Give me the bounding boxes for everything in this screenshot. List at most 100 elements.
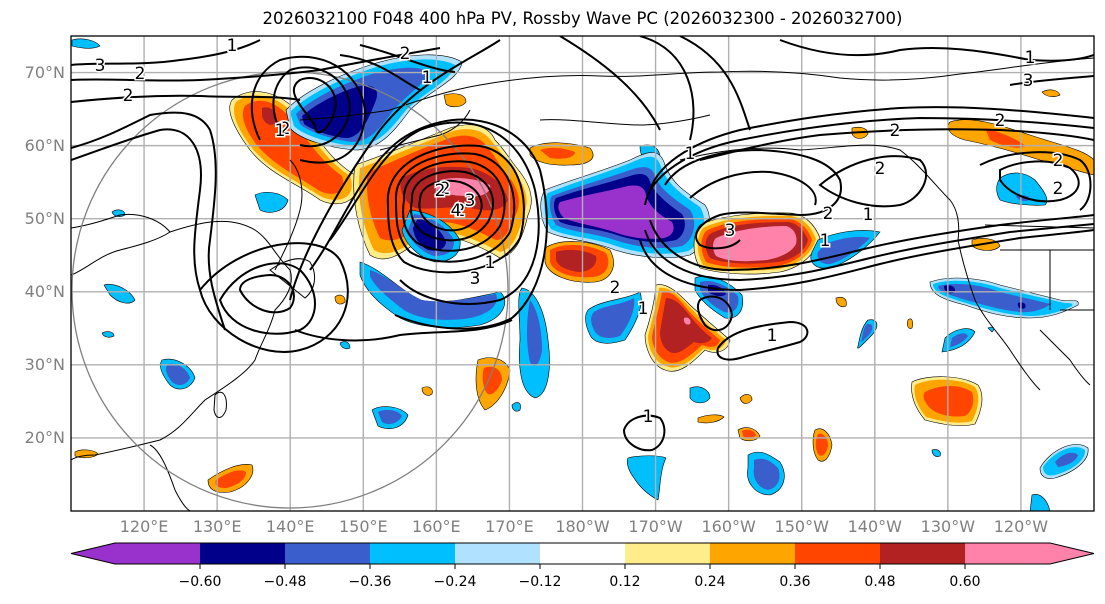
shaded-anomalies (71, 38, 1094, 511)
anomaly-positive (697, 414, 725, 424)
pv-contour (716, 320, 809, 361)
longitude-label: 160°W (701, 517, 756, 536)
pv-contour (639, 229, 1094, 292)
pv-contour (644, 223, 1094, 282)
colorbar-segment (710, 543, 796, 564)
coastline (274, 159, 303, 271)
colorbar-segment (880, 543, 966, 564)
anomaly-positive (713, 226, 797, 262)
contour-label: 2 (610, 278, 621, 298)
anomaly-positive (334, 294, 346, 305)
coastline (269, 258, 316, 299)
pv-contours (71, 36, 1094, 452)
latitude-label: 30°N (24, 354, 65, 374)
gridlines (71, 36, 1094, 511)
anomaly-positive (907, 318, 913, 329)
coastline (1039, 329, 1091, 386)
contour-label: 1 (820, 231, 831, 251)
pv-contour (71, 111, 226, 331)
contour-label: 1 (767, 326, 778, 346)
pv-contour (779, 39, 1094, 62)
pv-contour (999, 160, 1080, 203)
anomaly-negative (370, 270, 497, 320)
pv-contour (329, 121, 540, 305)
pv-contour (218, 262, 316, 335)
contour-label: 3 (465, 191, 476, 211)
anomaly-positive (742, 429, 756, 439)
contour-label: 2 (455, 201, 466, 221)
pv-contour (71, 128, 202, 291)
pv-contour (289, 39, 501, 301)
longitude-label: 170°W (628, 517, 683, 536)
colorbar-tick-label: −0.48 (263, 574, 307, 590)
anomaly-negative (413, 218, 446, 251)
pv-contour (639, 36, 695, 141)
pv-contour (250, 55, 367, 164)
contour-label: 1 (1025, 48, 1036, 68)
pv-contour (664, 148, 842, 250)
contour-label: 1 (227, 36, 238, 56)
anomaly-positive (421, 386, 433, 396)
colorbar-tick-label: 0.24 (694, 574, 726, 590)
anomaly-positive (262, 107, 277, 125)
pv-contour (410, 170, 494, 242)
anomaly-negative (339, 341, 351, 350)
plot-frame (70, 35, 1095, 512)
contour-label: 2 (123, 86, 134, 106)
contour-label: 3 (1023, 71, 1034, 91)
colorbar-segment (285, 543, 371, 564)
colorbar-tick-label: −0.36 (348, 574, 392, 590)
anomaly-positive (985, 128, 1026, 148)
contour-label: 2 (1053, 151, 1064, 171)
contour-label: 1 (638, 299, 649, 319)
anomaly-negative (996, 172, 1048, 206)
anomaly-positive (660, 298, 712, 354)
contour-label: 1 (685, 144, 696, 164)
colorbar-extend-min (71, 543, 115, 564)
contour-label: 2 (823, 204, 834, 224)
anomaly-positive (540, 147, 575, 159)
anomaly-negative (511, 402, 521, 412)
anomaly-negative (950, 333, 968, 347)
latitude-label: 60°N (24, 135, 65, 155)
anomaly-negative (254, 191, 289, 213)
colorbar-tick-label: −0.60 (178, 574, 222, 590)
contour-label: 2 (435, 181, 446, 201)
longitude-label: 150°E (338, 517, 388, 536)
longitude-label: 170°E (485, 517, 534, 536)
anomaly-negative (931, 449, 941, 457)
colorbar-segment (370, 543, 456, 564)
contour-label: 2 (890, 121, 901, 141)
pv-contour (71, 39, 261, 66)
colorbar-segment (965, 543, 1051, 564)
contour-label: 3 (470, 269, 481, 289)
colorbar-tick-label: 0.12 (609, 574, 641, 590)
anomaly-positive (835, 296, 847, 308)
colorbar-segment (200, 543, 286, 564)
contour-label: 3 (95, 56, 106, 76)
colorbar-segment (115, 543, 201, 564)
anomaly-negative (753, 458, 780, 490)
anomaly-negative (378, 409, 402, 424)
pv-contour (309, 118, 548, 330)
pv-contour (649, 214, 1094, 272)
latitude-label: 40°N (24, 281, 65, 301)
anomaly-negative (689, 386, 711, 404)
latitude-label: 70°N (24, 62, 65, 82)
pv-contour (339, 54, 421, 91)
coastline (149, 444, 191, 511)
anomaly-positive (482, 366, 502, 395)
coastline (299, 57, 1094, 121)
pv-contour (649, 106, 1094, 191)
longitude-label: 120°E (119, 517, 169, 536)
contour-label: 2 (1053, 179, 1064, 199)
anomaly-negative (1029, 494, 1051, 511)
colorbar-segment (625, 543, 711, 564)
anomaly-positive (556, 249, 597, 272)
anomaly-positive (739, 394, 753, 404)
pv-contour (689, 170, 817, 206)
anomaly-positive (683, 317, 691, 325)
